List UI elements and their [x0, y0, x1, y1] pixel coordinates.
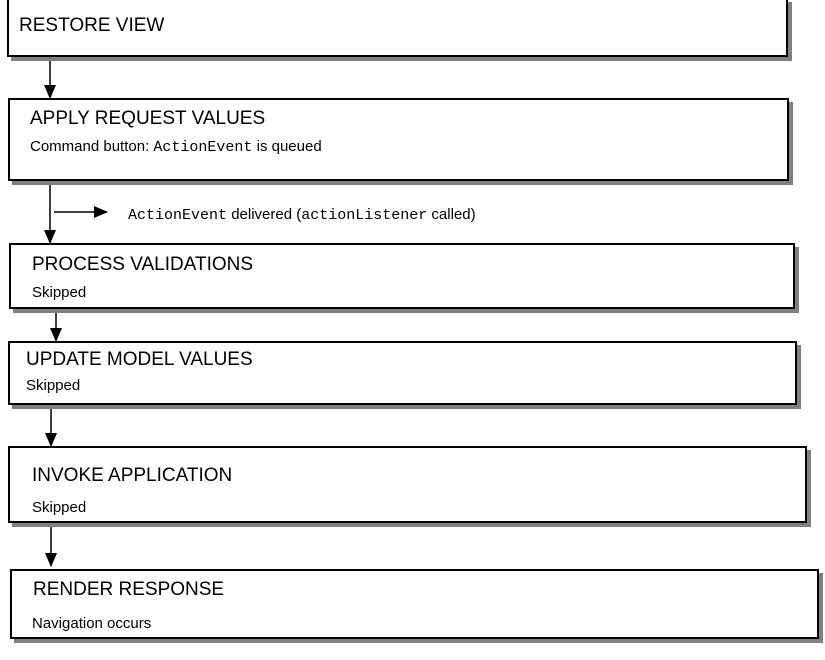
phase-title: RENDER RESPONSE: [33, 579, 225, 600]
phase-title: PROCESS VALIDATIONS: [32, 254, 254, 275]
phase-description: Navigation occurs: [32, 615, 152, 632]
phase-description: Skipped: [26, 377, 81, 394]
note-code: ActionEvent: [128, 207, 228, 224]
desc-code: ActionEvent: [153, 139, 253, 156]
phase-process-validations: PROCESS VALIDATIONS Skipped: [9, 243, 795, 309]
phase-update-model-values: UPDATE MODEL VALUES Skipped: [8, 341, 797, 405]
desc-text: is queued: [252, 138, 322, 155]
phase-title: RESTORE VIEW: [19, 15, 165, 36]
event-delivered-note: ActionEvent delivered (actionListener ca…: [128, 206, 476, 224]
note-code: actionListener: [301, 207, 428, 224]
phase-restore-view: RESTORE VIEW: [7, 0, 788, 57]
desc-text: Command button:: [30, 138, 154, 155]
phase-render-response: RENDER RESPONSE Navigation occurs: [10, 569, 819, 639]
phase-description: Skipped: [32, 284, 87, 301]
phase-title: UPDATE MODEL VALUES: [26, 349, 253, 370]
phase-description: Command button: ActionEvent is queued: [30, 138, 322, 156]
phase-title: APPLY REQUEST VALUES: [30, 108, 266, 129]
note-text: delivered (: [227, 206, 302, 223]
phase-invoke-application: INVOKE APPLICATION Skipped: [8, 446, 807, 523]
phase-title: INVOKE APPLICATION: [32, 465, 233, 486]
phase-description: Skipped: [32, 499, 87, 516]
note-text: called): [427, 206, 476, 223]
phase-apply-request-values: APPLY REQUEST VALUES Command button: Act…: [8, 98, 789, 181]
